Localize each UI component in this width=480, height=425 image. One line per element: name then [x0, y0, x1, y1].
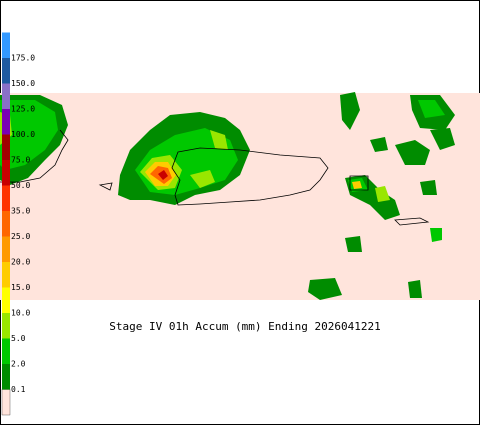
- legend-label: 2.0: [11, 360, 26, 369]
- legend-swatch: [2, 211, 10, 237]
- legend-swatch: [2, 160, 10, 186]
- legend-swatch: [2, 287, 10, 313]
- legend-swatch: [2, 109, 10, 135]
- legend-label: 175.0: [11, 54, 35, 63]
- legend-label: 5.0: [11, 334, 26, 343]
- legend-label: 75.0: [11, 156, 30, 165]
- legend-label: 25.0: [11, 232, 30, 241]
- legend-swatch: [2, 83, 10, 109]
- precip: [0, 92, 455, 300]
- legend-label: 20.0: [11, 258, 30, 267]
- legend-swatch: [2, 32, 10, 58]
- map-area: [0, 93, 480, 300]
- legend-swatch: [2, 313, 10, 339]
- coastline: [0, 129, 430, 226]
- legend-swatch: [2, 338, 10, 364]
- legend-label: 125.0: [11, 105, 35, 114]
- legend-swatch: [2, 236, 10, 262]
- legend-label: 15.0: [11, 283, 30, 292]
- legend-label: 35.0: [11, 207, 30, 216]
- legend-label: 100.0: [11, 130, 35, 139]
- legend-swatch: [1, 389, 11, 416]
- legend-swatch: [2, 364, 10, 390]
- legend-label: 10.0: [11, 309, 30, 318]
- legend-label: 0.1: [11, 385, 26, 394]
- legend-label: 50.0: [11, 181, 30, 190]
- map-title: Stage IV 01h Accum (mm) Ending 202604122…: [109, 320, 381, 333]
- legend-swatch: [2, 262, 10, 288]
- legend-swatch: [2, 185, 10, 211]
- legend-swatch: [2, 134, 10, 160]
- legend-label: 150.0: [11, 79, 35, 88]
- legend-swatch: [2, 58, 10, 84]
